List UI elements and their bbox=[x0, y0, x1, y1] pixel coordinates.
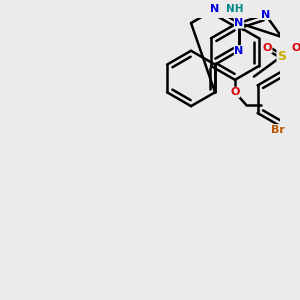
Text: N: N bbox=[210, 4, 220, 14]
Text: N: N bbox=[234, 46, 244, 56]
Text: Br: Br bbox=[271, 125, 284, 135]
Text: O: O bbox=[230, 87, 240, 97]
Text: NH: NH bbox=[226, 4, 244, 14]
Text: N: N bbox=[234, 18, 244, 28]
Text: N: N bbox=[261, 10, 270, 20]
Text: O: O bbox=[291, 43, 300, 53]
Text: S: S bbox=[277, 50, 286, 63]
Text: O: O bbox=[262, 43, 272, 53]
